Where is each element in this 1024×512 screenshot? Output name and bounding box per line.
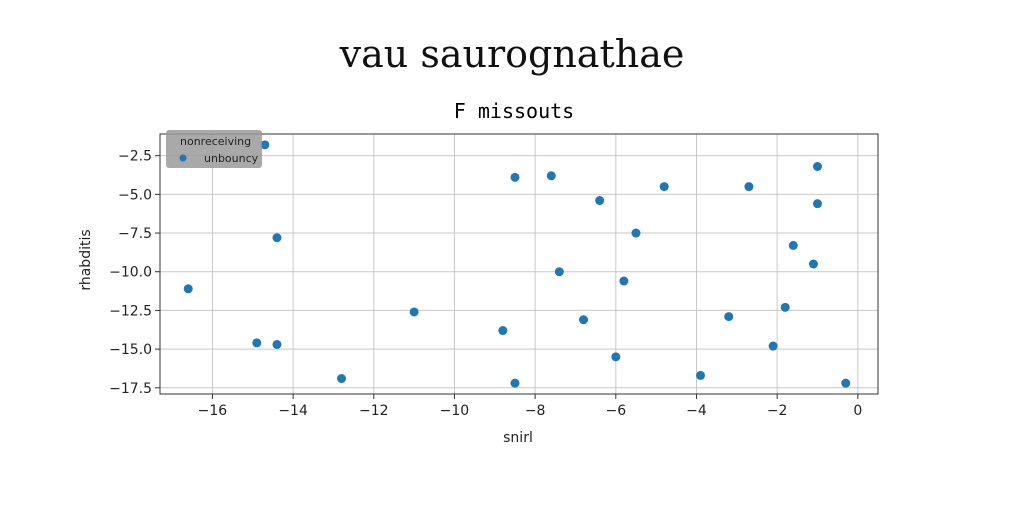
scatter-point bbox=[272, 233, 281, 242]
scatter-point bbox=[498, 326, 507, 335]
scatter-point bbox=[510, 173, 519, 182]
x-tick-label: −14 bbox=[278, 403, 308, 419]
legend: nonreceiving unbouncy bbox=[166, 130, 262, 168]
legend-entry-unbouncy: unbouncy bbox=[204, 152, 259, 165]
scatter-point bbox=[809, 260, 818, 269]
scatter-point bbox=[410, 307, 419, 316]
scatter-point bbox=[510, 379, 519, 388]
scatter-point bbox=[595, 196, 604, 205]
x-tick-label: −12 bbox=[359, 403, 389, 419]
scatter-point bbox=[769, 342, 778, 351]
x-tick-label: −6 bbox=[605, 403, 626, 419]
scatter-point bbox=[744, 182, 753, 191]
scatter-point bbox=[813, 199, 822, 208]
scatter-point bbox=[579, 315, 588, 324]
scatter-point bbox=[724, 312, 733, 321]
y-tick-label: −17.5 bbox=[109, 381, 152, 397]
x-tick-label: −16 bbox=[198, 403, 228, 419]
y-tick-label: −12.5 bbox=[109, 303, 152, 319]
scatter-point bbox=[272, 340, 281, 349]
scatter-point bbox=[631, 229, 640, 238]
scatter-point bbox=[337, 374, 346, 383]
x-axis-label: snirl bbox=[503, 430, 533, 446]
y-tick-label: −10.0 bbox=[109, 265, 152, 281]
grid-lines bbox=[160, 134, 878, 394]
scatter-point bbox=[789, 241, 798, 250]
plot-area-frame bbox=[160, 134, 878, 394]
x-tick-label: −2 bbox=[767, 403, 788, 419]
legend-marker bbox=[180, 155, 187, 162]
scatter-point bbox=[184, 284, 193, 293]
scatter-point bbox=[555, 267, 564, 276]
y-tick-label: −7.5 bbox=[118, 226, 152, 242]
scatter-point bbox=[547, 171, 556, 180]
chart-title: F missouts bbox=[454, 99, 574, 123]
y-axis-label: rhabditis bbox=[78, 229, 94, 290]
scatter-point bbox=[696, 371, 705, 380]
scatter-point bbox=[660, 182, 669, 191]
scatter-point bbox=[252, 338, 261, 347]
scatter-point bbox=[619, 277, 628, 286]
scatter-point bbox=[813, 162, 822, 171]
scatter-points bbox=[184, 140, 850, 387]
scatter-point bbox=[781, 303, 790, 312]
x-tick-label: −10 bbox=[440, 403, 470, 419]
x-tick-label: −8 bbox=[525, 403, 546, 419]
scatter-point bbox=[841, 379, 850, 388]
scatter-point bbox=[611, 352, 620, 361]
x-tick-label: 0 bbox=[853, 403, 862, 419]
legend-title: nonreceiving bbox=[180, 135, 251, 148]
y-tick-label: −15.0 bbox=[109, 342, 152, 358]
y-tick-label: −5.0 bbox=[118, 187, 152, 203]
x-tick-label: −4 bbox=[686, 403, 707, 419]
y-tick-label: −2.5 bbox=[118, 149, 152, 165]
